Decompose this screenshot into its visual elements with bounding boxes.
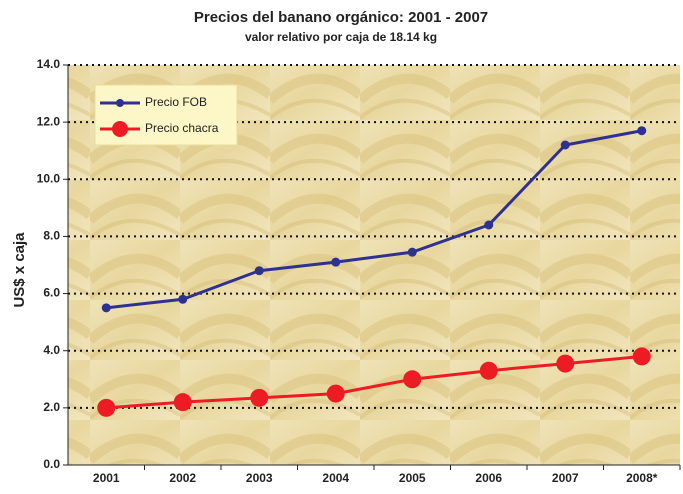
data-point (178, 294, 188, 304)
data-point (407, 247, 417, 257)
chart-subtitle: valor relativo por caja de 18.14 kg (245, 30, 437, 44)
y-tick-label: 12.0 (37, 114, 61, 128)
x-tick-label: 2007 (552, 471, 579, 485)
data-point (479, 361, 498, 380)
data-point (97, 398, 116, 417)
data-point (250, 388, 269, 407)
series-line (106, 354, 642, 410)
data-point (254, 266, 264, 276)
y-tick-label: 2.0 (43, 400, 60, 414)
data-point (556, 354, 575, 373)
x-tick-label: 2001 (93, 471, 120, 485)
x-tick-label: 2006 (475, 471, 502, 485)
x-tick-label: 2008* (626, 471, 658, 485)
data-point (637, 126, 647, 136)
data-point (101, 303, 111, 313)
data-point (331, 257, 341, 267)
y-tick-label: 0.0 (43, 457, 60, 471)
legend-marker (112, 121, 128, 137)
x-tick-label: 2005 (399, 471, 426, 485)
y-tick-label: 8.0 (43, 229, 60, 243)
legend-label: Precio chacra (145, 121, 219, 135)
data-point (560, 140, 570, 150)
x-tick-label: 2003 (246, 471, 273, 485)
data-point (484, 220, 494, 230)
y-tick-label: 10.0 (37, 171, 61, 185)
x-tick-label: 2002 (169, 471, 196, 485)
legend-label: Precio FOB (145, 95, 207, 109)
y-axis-label: US$ x caja (11, 232, 28, 308)
data-point (173, 393, 192, 412)
data-point (326, 384, 345, 403)
x-tick-label: 2004 (322, 471, 349, 485)
y-tick-label: 6.0 (43, 286, 60, 300)
data-point (403, 370, 422, 389)
y-tick-label: 4.0 (43, 343, 60, 357)
data-point (632, 347, 651, 366)
chart-title: Precios del banano orgánico: 2001 - 2007 (194, 9, 488, 26)
y-tick-label: 14.0 (37, 57, 61, 71)
series-line (106, 129, 643, 310)
legend-marker (116, 99, 124, 107)
